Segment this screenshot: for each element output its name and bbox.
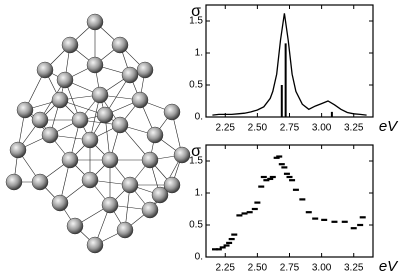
atom	[81, 171, 99, 189]
x-tick-label: 2.75	[280, 263, 300, 273]
y-tick-label: 1.5	[189, 16, 203, 27]
y-tick-label: 0.	[195, 252, 203, 263]
atom	[61, 151, 79, 169]
atom	[86, 56, 104, 74]
x-tick-label: 2.50	[248, 263, 268, 273]
atom	[81, 131, 99, 149]
spectrum-line	[212, 13, 367, 116]
atom	[141, 151, 159, 169]
atom	[173, 146, 191, 164]
x-tick-label: 2.50	[248, 123, 268, 134]
atom	[121, 66, 139, 84]
atom	[86, 13, 104, 31]
cluster-illustration	[5, 13, 191, 254]
x-tick-label: 3.25	[344, 263, 364, 273]
atom	[91, 86, 109, 104]
x-tick-label: 3.25	[344, 123, 364, 134]
x-tick-label: 2.75	[280, 123, 300, 134]
atom	[36, 61, 54, 79]
atom	[131, 91, 149, 109]
atom	[56, 71, 74, 89]
y-tick-label: 1.5	[189, 156, 203, 167]
y-axis-label: σ	[191, 3, 201, 20]
atom	[101, 151, 119, 169]
atom	[51, 194, 69, 212]
y-tick-label: 1.	[195, 48, 203, 59]
atom	[41, 126, 59, 144]
atom	[146, 126, 164, 144]
atom	[5, 173, 23, 191]
atom	[31, 111, 49, 129]
atom	[16, 101, 34, 119]
x-tick-label: 3.00	[312, 123, 332, 134]
atom	[51, 91, 69, 109]
x-axis-label: eV	[379, 118, 399, 135]
atom	[31, 173, 49, 191]
atom	[141, 201, 159, 219]
x-tick-label: 3.00	[312, 263, 332, 273]
atom	[96, 106, 114, 124]
atom	[66, 217, 84, 235]
atom	[86, 236, 104, 254]
atom	[9, 141, 27, 159]
y-tick-label: 0.5	[189, 220, 203, 231]
atom	[101, 196, 119, 214]
atom	[71, 111, 89, 129]
atom	[116, 221, 134, 239]
x-tick-label: 2.25	[216, 263, 236, 273]
plot-frame	[205, 4, 374, 118]
x-axis-label: eV	[379, 258, 399, 273]
atom	[151, 186, 169, 204]
atom	[163, 176, 181, 194]
atom	[111, 116, 129, 134]
x-tick-label: 2.25	[216, 123, 236, 134]
atom	[121, 176, 139, 194]
y-axis-label: σ	[191, 143, 201, 160]
y-tick-label: 1.	[195, 188, 203, 199]
y-tick-label: 0.	[195, 112, 203, 123]
atom	[61, 36, 79, 54]
y-tick-label: 0.5	[189, 80, 203, 91]
atom	[136, 61, 154, 79]
atom	[111, 36, 129, 54]
atom	[163, 103, 181, 121]
plot-frame	[205, 144, 374, 258]
